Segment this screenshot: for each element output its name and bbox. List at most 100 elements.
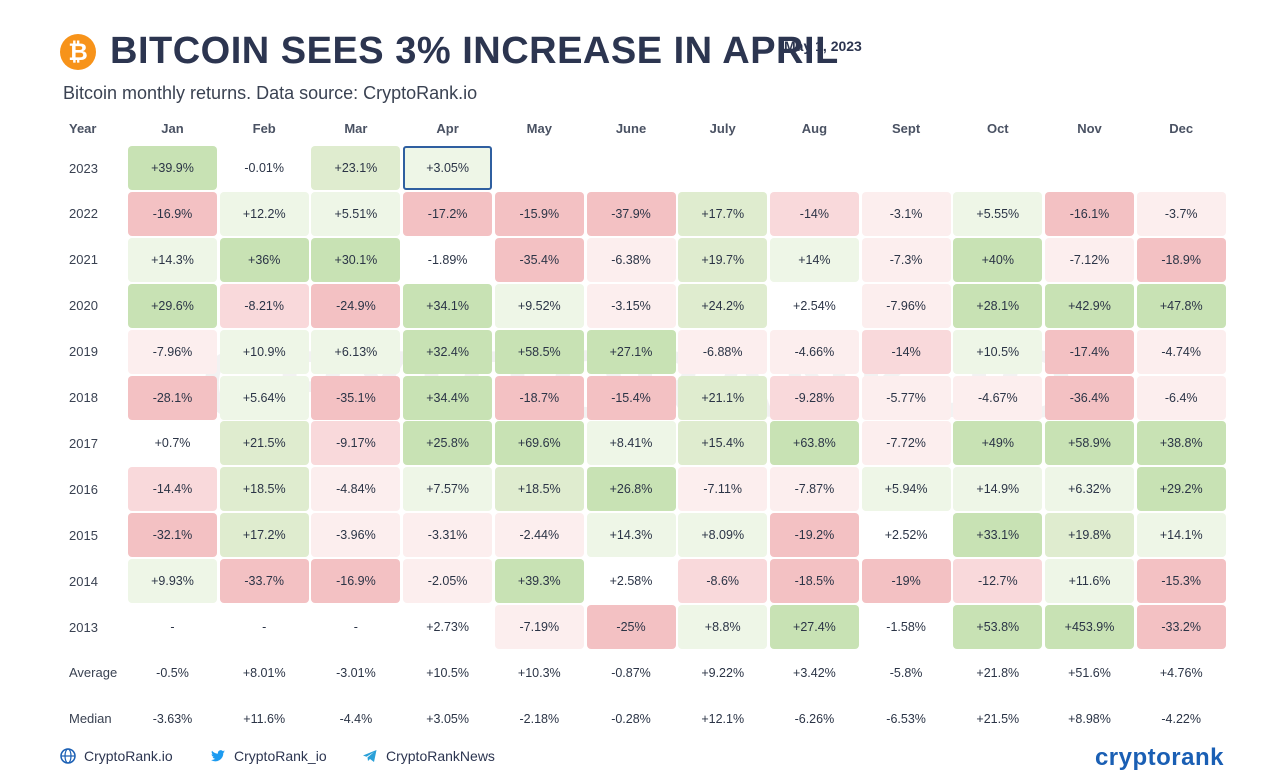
year-label-2014: 2014 — [69, 573, 98, 589]
return-cell-2014-june: +2.58% — [586, 559, 676, 604]
return-cell-2016-oct: +14.9% — [953, 467, 1043, 512]
summary-cell-median-june: -0.28% — [611, 711, 651, 726]
return-cell-2022-nov: -16.1% — [1045, 191, 1134, 236]
summary-cell-median-oct: +21.5% — [976, 711, 1020, 726]
return-cell-2019-feb: +10.9% — [219, 329, 309, 374]
footer-link-label: CryptoRank.io — [84, 748, 173, 764]
return-cell-2021-feb: +36% — [219, 237, 309, 282]
return-cell-2021-dec: -18.9% — [1136, 237, 1226, 282]
return-cell-2021-may: -35.4% — [494, 237, 584, 282]
return-cell-2016-jan: -14.4% — [128, 467, 217, 512]
return-cell-2017-dec: +38.8% — [1136, 421, 1226, 466]
return-cell-2022-feb: +12.2% — [219, 191, 309, 236]
return-cell-2023-apr: +3.05% — [403, 146, 493, 190]
return-cell-2021-sept: -7.3% — [861, 237, 951, 282]
return-cell-2018-mar: -35.1% — [311, 375, 401, 420]
return-cell-2019-july: -6.88% — [678, 329, 768, 374]
summary-cell-average-nov: +51.6% — [1068, 665, 1111, 680]
return-cell-2015-oct: +33.1% — [953, 513, 1043, 558]
return-cell-2013-june: -25% — [586, 605, 676, 649]
return-cell-2022-mar: +5.51% — [311, 191, 401, 236]
subtitle: Bitcoin monthly returns. Data source: Cr… — [63, 83, 478, 103]
return-cell-2021-july: +19.7% — [678, 237, 768, 282]
return-cell-2014-aug: -18.5% — [769, 559, 859, 604]
return-cell-2018-nov: -36.4% — [1045, 375, 1134, 420]
return-cell-2017-may: +69.6% — [494, 421, 584, 466]
year-label-2021: 2021 — [69, 252, 98, 268]
footer-link-twitter[interactable]: CryptoRank_io — [210, 748, 327, 764]
return-cell-2017-aug: +63.8% — [769, 421, 859, 466]
month-header-feb: Feb — [252, 120, 276, 136]
summary-cell-average-july: +9.22% — [701, 665, 745, 680]
return-cell-2019-apr: +32.4% — [403, 329, 493, 374]
return-cell-2020-may: +9.52% — [494, 283, 584, 328]
return-cell-2015-mar: -3.96% — [311, 513, 401, 558]
return-cell-2016-apr: +7.57% — [403, 467, 493, 512]
return-cell-2022-jan: -16.9% — [128, 191, 217, 236]
return-cell-2017-jan: +0.7% — [128, 421, 217, 466]
return-cell-2014-mar: -16.9% — [311, 559, 401, 604]
return-cell-2022-oct: +5.55% — [953, 191, 1043, 236]
return-cell-2014-feb: -33.7% — [219, 559, 309, 604]
summary-cell-average-dec: +4.76% — [1159, 665, 1203, 680]
return-cell-2016-nov: +6.32% — [1045, 467, 1134, 512]
summary-cell-median-may: -2.18% — [519, 711, 560, 726]
summary-cell-average-mar: -3.01% — [336, 665, 376, 680]
year-label-2019: 2019 — [69, 344, 98, 360]
summary-cell-average-may: +10.3% — [517, 665, 561, 680]
return-cell-2013-jan: - — [170, 620, 175, 634]
return-cell-2017-mar: -9.17% — [311, 421, 401, 466]
year-label-2013: 2013 — [69, 619, 98, 635]
summary-cell-median-sept: -6.53% — [886, 711, 926, 726]
return-cell-2019-june: +27.1% — [586, 329, 676, 374]
month-header-aug: Aug — [801, 120, 828, 136]
return-cell-2021-mar: +30.1% — [311, 237, 401, 282]
return-cell-2018-apr: +34.4% — [403, 375, 493, 420]
summary-cell-median-mar: -4.4% — [339, 711, 373, 726]
return-cell-2020-nov: +42.9% — [1045, 283, 1134, 328]
year-label-2018: 2018 — [69, 390, 98, 405]
return-cell-2022-july: +17.7% — [678, 191, 768, 236]
bitcoin-icon: ₿ — [60, 34, 96, 70]
return-cell-2021-june: -6.38% — [586, 237, 676, 282]
return-cell-2013-mar: - — [353, 620, 358, 634]
return-cell-2017-apr: +25.8% — [403, 421, 493, 466]
summary-cell-average-aug: +3.42% — [793, 665, 836, 680]
summary-cell-median-july: +12.1% — [701, 711, 745, 726]
return-cell-2013-dec: -33.2% — [1136, 605, 1226, 649]
return-cell-2016-feb: +18.5% — [219, 467, 309, 512]
footer-link-website[interactable]: CryptoRank.io — [60, 748, 173, 764]
return-cell-2015-nov: +19.8% — [1045, 513, 1134, 558]
return-cell-2015-jan: -32.1% — [128, 513, 217, 558]
return-cell-2018-feb: +5.64% — [219, 375, 309, 420]
return-cell-2013-sept: -1.58% — [861, 605, 951, 649]
footer-link-telegram[interactable]: CryptoRankNews — [362, 748, 495, 764]
return-cell-2021-oct: +40% — [953, 237, 1043, 282]
return-cell-2016-aug: -7.87% — [769, 467, 859, 512]
summary-label-average: Average — [69, 665, 118, 681]
return-cell-2015-feb: +17.2% — [219, 513, 309, 558]
return-cell-2014-may: +39.3% — [494, 559, 584, 604]
return-cell-2021-aug: +14% — [769, 237, 859, 282]
return-cell-2015-dec: +14.1% — [1136, 513, 1226, 558]
return-cell-2020-dec: +47.8% — [1136, 283, 1226, 328]
return-cell-2022-dec: -3.7% — [1136, 191, 1226, 236]
year-label-2017: 2017 — [69, 435, 98, 451]
return-cell-2020-june: -3.15% — [586, 283, 676, 328]
return-cell-2022-apr: -17.2% — [403, 191, 493, 236]
return-cell-2013-may: -7.19% — [494, 605, 584, 649]
year-label-2015: 2015 — [69, 527, 98, 543]
return-cell-2015-apr: -3.31% — [403, 513, 493, 558]
return-cell-2019-aug: -4.66% — [769, 329, 859, 374]
summary-cell-average-feb: +8.01% — [242, 665, 286, 680]
return-cell-2019-may: +58.5% — [494, 329, 584, 374]
return-cell-2019-nov: -17.4% — [1045, 329, 1134, 374]
return-cell-2019-jan: -7.96% — [128, 329, 217, 374]
return-cell-2019-sept: -14% — [861, 329, 951, 374]
year-label-2020: 2020 — [69, 298, 98, 314]
summary-cell-median-dec: -4.22% — [1161, 711, 1201, 726]
return-cell-2013-aug: +27.4% — [769, 605, 859, 649]
return-cell-2013-oct: +53.8% — [953, 605, 1043, 649]
return-cell-2016-may: +18.5% — [494, 467, 584, 512]
month-header-nov: Nov — [1077, 120, 1102, 136]
